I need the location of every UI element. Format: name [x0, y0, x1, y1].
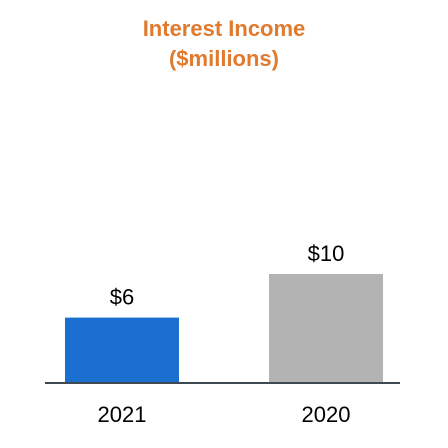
bar-2021 [65, 317, 179, 383]
value-label-2021: $6 [110, 285, 134, 310]
x-tick-label-2021: 2021 [98, 402, 147, 427]
value-label-2020: $10 [308, 241, 345, 266]
chart-title: Interest Income [142, 16, 306, 41]
bars-group [65, 274, 383, 383]
bar-2020 [269, 274, 383, 383]
x-tick-label-2020: 2020 [302, 402, 351, 427]
chart-subtitle: ($millions) [168, 46, 279, 71]
labels-group: $6 2021 $10 2020 [98, 241, 351, 427]
chart-title-block: Interest Income ($millions) [0, 14, 448, 74]
